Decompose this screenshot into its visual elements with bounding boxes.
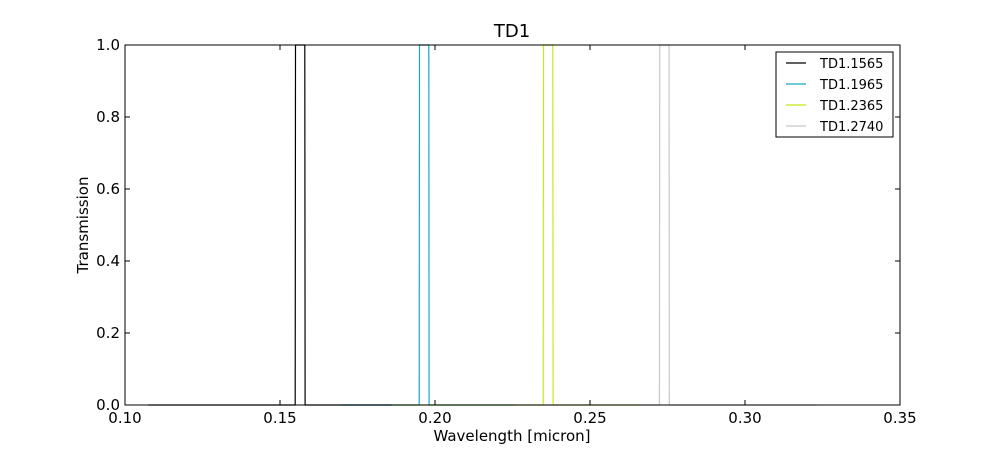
plot-area bbox=[125, 45, 900, 405]
x-tick-label: 0.30 bbox=[728, 409, 761, 427]
legend: TD1.1565 TD1.1965 TD1.2365 TD1.2740 bbox=[775, 51, 894, 138]
x-axis: 0.10 0.15 0.20 0.25 0.30 0.35 bbox=[108, 45, 917, 427]
y-axis-label: Transmission bbox=[74, 177, 92, 275]
x-tick-label: 0.25 bbox=[573, 409, 606, 427]
legend-label: TD1.1565 bbox=[819, 57, 883, 72]
y-tick-label: 0.4 bbox=[96, 252, 120, 270]
y-tick-label: 0.6 bbox=[96, 180, 120, 198]
chart-title: TD1 bbox=[493, 21, 530, 42]
y-tick-label: 1.0 bbox=[96, 36, 120, 54]
y-axis: 0.0 0.2 0.4 0.6 0.8 1.0 bbox=[96, 36, 900, 414]
x-tick-label: 0.10 bbox=[108, 409, 141, 427]
x-axis-label: Wavelength [micron] bbox=[433, 427, 590, 445]
legend-label: TD1.2365 bbox=[819, 99, 883, 114]
y-tick-label: 0.2 bbox=[96, 324, 120, 342]
x-tick-label: 0.20 bbox=[418, 409, 451, 427]
legend-box bbox=[775, 51, 894, 138]
y-tick-label: 0.0 bbox=[96, 396, 120, 414]
legend-label: TD1.2740 bbox=[819, 120, 883, 135]
legend-label: TD1.1965 bbox=[819, 78, 883, 93]
plot-frame bbox=[124, 44, 901, 406]
x-tick-label: 0.35 bbox=[883, 409, 916, 427]
x-tick-label: 0.15 bbox=[263, 409, 296, 427]
y-tick-label: 0.8 bbox=[96, 108, 120, 126]
